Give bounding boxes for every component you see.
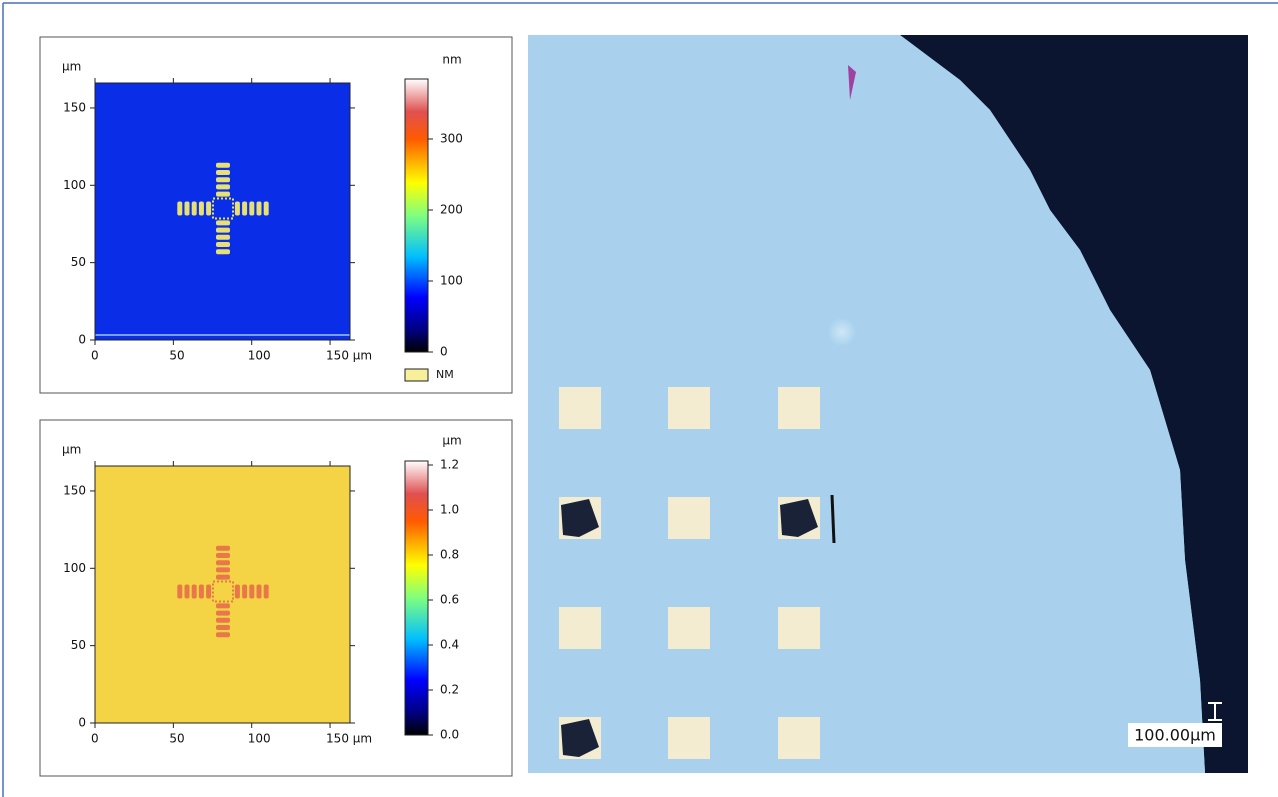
feature xyxy=(216,560,230,565)
feature xyxy=(264,585,269,599)
colorbar-tick-label: 100 xyxy=(440,274,463,288)
feature xyxy=(192,202,197,216)
feature xyxy=(199,202,204,216)
x-tick-label: 150 µm xyxy=(326,732,372,746)
feature xyxy=(235,202,240,216)
y-tick-label: 150 xyxy=(63,100,86,114)
colorbar-tick-label: 1.2 xyxy=(440,458,459,472)
glare xyxy=(828,318,856,346)
feature xyxy=(216,575,230,580)
feature xyxy=(199,585,204,599)
colorbar-tick-label: 0.4 xyxy=(440,638,459,652)
y-tick-label: 100 xyxy=(63,178,86,192)
pad xyxy=(668,607,710,649)
x-tick-label: 0 xyxy=(91,349,99,363)
pad xyxy=(778,607,820,649)
feature xyxy=(216,249,230,254)
feature xyxy=(235,585,240,599)
y-tick-label: 150 xyxy=(63,483,86,497)
colorbar xyxy=(405,79,428,352)
y-axis-unit: µm xyxy=(62,443,81,457)
x-tick-label: 50 xyxy=(169,732,184,746)
feature xyxy=(216,553,230,558)
page: 100.00µm µm 0 50 100 150 0 50 100 150 µm nm 0 100 20… xyxy=(0,0,1278,797)
y-tick-label: 50 xyxy=(71,255,86,269)
colorbar-unit: nm xyxy=(442,53,461,67)
y-tick-label: 0 xyxy=(78,333,86,347)
colorbar-unit: µm xyxy=(442,434,461,448)
feature xyxy=(264,202,269,216)
pad xyxy=(778,717,820,759)
afm-image xyxy=(95,466,350,723)
feature xyxy=(206,202,211,216)
colorbar-tick-label: 300 xyxy=(440,132,463,146)
x-tick-label: 0 xyxy=(91,732,99,746)
micrograph: 100.00µm xyxy=(528,35,1248,773)
x-tick-label: 100 xyxy=(248,732,271,746)
pad xyxy=(559,387,601,429)
colorbar-tick-label: 0.8 xyxy=(440,548,459,562)
feature xyxy=(216,611,230,616)
feature xyxy=(216,170,230,175)
feature xyxy=(216,546,230,551)
y-tick-label: 100 xyxy=(63,561,86,575)
x-tick-label: 100 xyxy=(248,349,271,363)
feature xyxy=(177,585,182,599)
feature xyxy=(216,177,230,182)
figure: 100.00µm µm 0 50 100 150 0 50 100 150 µm nm 0 100 20… xyxy=(0,0,1278,797)
feature xyxy=(216,618,230,623)
feature xyxy=(242,202,247,216)
feature xyxy=(216,242,230,247)
x-tick-label: 150 µm xyxy=(326,349,372,363)
feature xyxy=(216,228,230,233)
colorbar-tick-label: 200 xyxy=(440,203,463,217)
pad xyxy=(778,387,820,429)
pad xyxy=(668,717,710,759)
feature xyxy=(185,202,190,216)
y-axis-unit: µm xyxy=(62,60,81,74)
pad xyxy=(559,607,601,649)
feature xyxy=(249,585,254,599)
legend-label: NM xyxy=(436,368,454,381)
feature xyxy=(242,585,247,599)
feature xyxy=(216,567,230,572)
colorbar xyxy=(405,461,428,735)
defect xyxy=(832,495,834,543)
scale-bar-label: 100.00µm xyxy=(1134,726,1216,745)
colorbar-tick-label: 0.2 xyxy=(440,683,459,697)
colorbar-tick-label: 0.6 xyxy=(440,593,459,607)
scan-line xyxy=(95,334,350,336)
feature xyxy=(177,202,182,216)
feature xyxy=(185,585,190,599)
x-tick-label: 50 xyxy=(169,349,184,363)
pad xyxy=(668,387,710,429)
feature xyxy=(249,202,254,216)
afm-image xyxy=(95,83,350,340)
feature xyxy=(206,585,211,599)
feature xyxy=(216,220,230,225)
y-tick-label: 0 xyxy=(78,716,86,730)
feature xyxy=(216,632,230,637)
feature xyxy=(257,585,262,599)
feature xyxy=(216,184,230,189)
feature xyxy=(216,603,230,608)
colorbar-tick-label: 0.0 xyxy=(440,728,459,742)
feature xyxy=(192,585,197,599)
legend-swatch xyxy=(405,369,428,381)
pad xyxy=(668,497,710,539)
feature xyxy=(216,235,230,240)
feature xyxy=(257,202,262,216)
colorbar-tick-label: 0 xyxy=(440,345,448,359)
colorbar-tick-label: 1.0 xyxy=(440,503,459,517)
feature xyxy=(216,192,230,197)
feature xyxy=(216,625,230,630)
feature xyxy=(216,163,230,168)
y-tick-label: 50 xyxy=(71,638,86,652)
